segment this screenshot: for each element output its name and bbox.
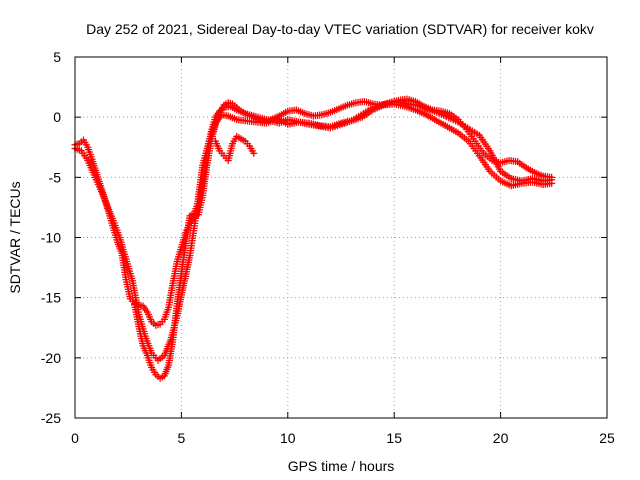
y-tick-label: -15 xyxy=(41,290,61,306)
y-axis-title: SDTVAR / TECUs xyxy=(7,181,23,293)
x-tick-label: 5 xyxy=(178,430,186,446)
y-tick-label: -25 xyxy=(41,410,61,426)
data-point xyxy=(548,176,556,184)
data-points xyxy=(71,95,556,382)
y-axis: -25 -20 -15 -10 -5 0 5 xyxy=(41,49,607,426)
y-tick-label: -20 xyxy=(41,350,61,366)
y-tick-label: 0 xyxy=(53,109,61,125)
x-axis-title: GPS time / hours xyxy=(288,458,395,474)
x-tick-label: 10 xyxy=(280,430,296,446)
x-axis: 0 5 10 15 20 25 xyxy=(71,57,615,446)
y-tick-label: -5 xyxy=(49,169,62,185)
x-tick-label: 0 xyxy=(71,430,79,446)
x-tick-label: 25 xyxy=(599,430,615,446)
data-point xyxy=(250,149,258,157)
y-tick-label: -10 xyxy=(41,230,61,246)
y-tick-label: 5 xyxy=(53,49,61,65)
x-tick-label: 15 xyxy=(386,430,402,446)
chart-title: Day 252 of 2021, Sidereal Day-to-day VTE… xyxy=(86,21,594,37)
x-tick-label: 20 xyxy=(493,430,509,446)
